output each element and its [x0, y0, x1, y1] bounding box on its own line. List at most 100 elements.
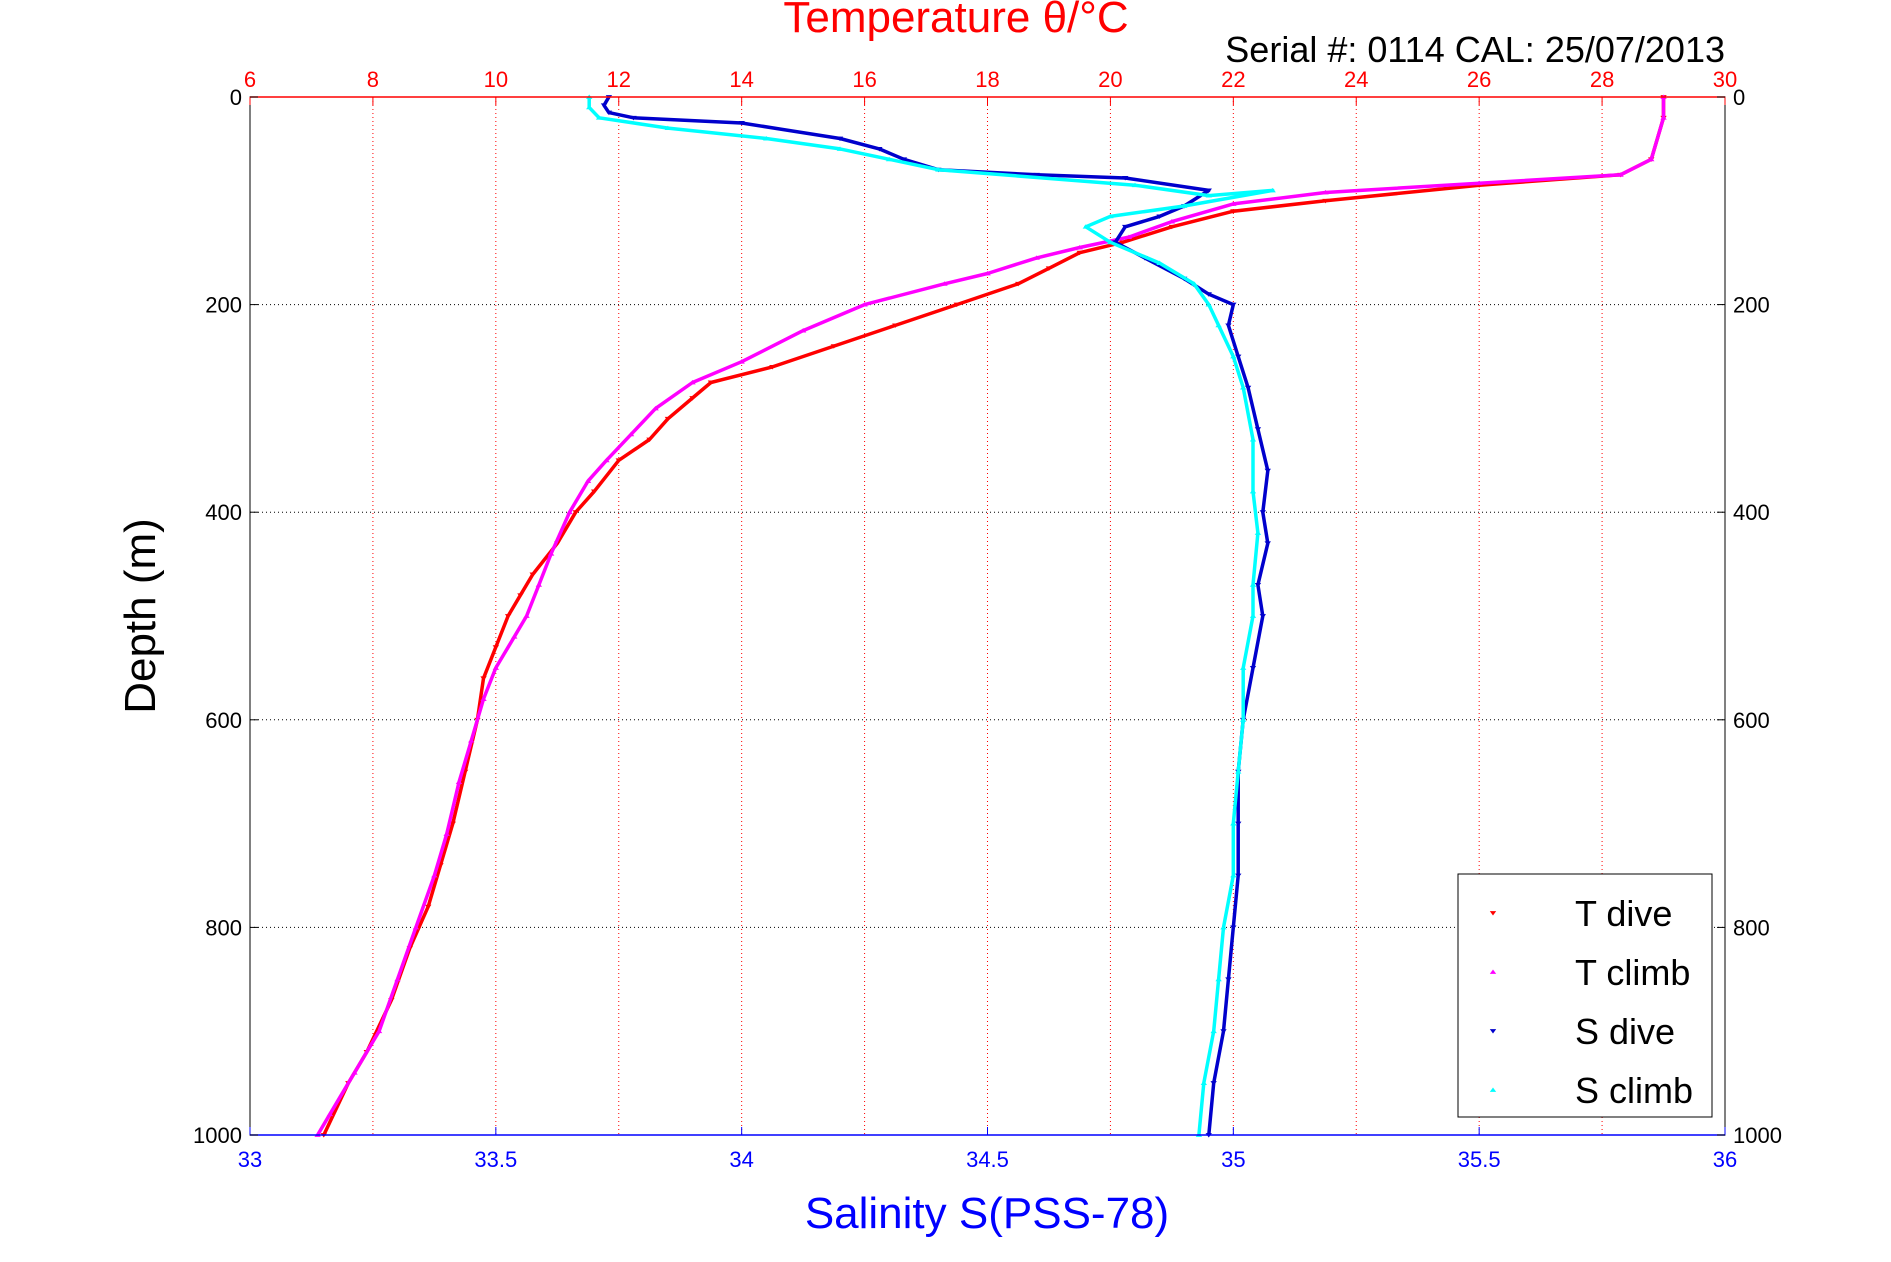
data-point — [1239, 385, 1247, 390]
data-point — [1249, 582, 1257, 587]
salinity-tick-label: 34 — [729, 1147, 753, 1172]
data-point — [627, 431, 635, 437]
data-point — [1015, 281, 1022, 287]
legend-label-s-climb: S climb — [1575, 1070, 1693, 1111]
data-point — [511, 634, 518, 639]
data-point — [351, 1070, 358, 1075]
data-point — [1230, 353, 1237, 359]
data-point — [1215, 322, 1222, 328]
chart-title: Temperature θ/°C — [783, 0, 1128, 42]
data-point — [1230, 872, 1237, 878]
data-point — [1264, 541, 1271, 546]
data-point — [1259, 614, 1267, 619]
data-point — [449, 821, 457, 827]
data-point — [1322, 198, 1329, 204]
data-point — [566, 509, 573, 515]
data-point — [1076, 250, 1083, 256]
data-point — [1205, 292, 1212, 297]
depth-tick-label-right: 400 — [1733, 500, 1770, 525]
data-point — [480, 696, 487, 701]
temperature-tick-label: 18 — [975, 67, 999, 92]
legend-label-s-dive: S dive — [1575, 1011, 1675, 1052]
data-point — [876, 146, 883, 152]
depth-tick-label-left: 200 — [205, 293, 242, 318]
legend: T dive T climb S dive S climb — [1457, 873, 1713, 1118]
data-point — [1230, 302, 1237, 308]
data-point — [1254, 427, 1262, 432]
data-point — [861, 302, 868, 307]
data-point — [586, 104, 593, 110]
legend-marker-t-climb — [1489, 969, 1497, 974]
data-point — [935, 167, 942, 172]
temperature-tick-label: 22 — [1221, 67, 1245, 92]
data-point — [1235, 873, 1242, 879]
data-point — [1210, 1081, 1217, 1086]
data-point — [1254, 530, 1262, 535]
data-point — [1220, 924, 1227, 930]
legend-marker-s-dive — [1489, 1029, 1497, 1034]
data-point — [1121, 176, 1129, 181]
data-point — [1254, 582, 1262, 588]
data-point — [664, 416, 672, 422]
data-point — [600, 103, 608, 108]
data-point — [1660, 115, 1667, 120]
data-point — [941, 281, 948, 286]
series-t-climb — [314, 94, 1667, 1137]
depth-tick-label-left: 600 — [205, 708, 242, 733]
data-point — [615, 458, 622, 463]
data-point — [1244, 385, 1252, 391]
data-point — [1215, 976, 1222, 982]
data-point — [1045, 266, 1053, 271]
depth-tick-label-left: 0 — [230, 85, 242, 110]
data-point — [517, 593, 524, 598]
data-point — [1220, 1029, 1227, 1034]
data-point — [646, 437, 653, 443]
data-point — [1322, 189, 1329, 195]
data-point — [1230, 209, 1237, 214]
data-point — [1249, 488, 1257, 494]
data-point — [689, 396, 696, 401]
temperature-tick-label: 6 — [244, 67, 256, 92]
data-point — [1230, 821, 1237, 826]
data-point — [630, 115, 637, 121]
temperature-tick-label: 14 — [729, 67, 753, 92]
data-point — [885, 156, 893, 162]
legend-entries: T dive T climb S dive S climb — [1489, 893, 1693, 1111]
salinity-tick-label: 34.5 — [966, 1147, 1009, 1172]
data-point — [523, 613, 530, 618]
legend-label-t-climb: T climb — [1575, 952, 1690, 993]
data-point — [425, 904, 432, 910]
salinity-tick-label: 33.5 — [474, 1147, 517, 1172]
data-point — [480, 676, 487, 681]
data-point — [1239, 665, 1247, 670]
data-point — [1033, 255, 1040, 260]
data-point — [1259, 510, 1267, 515]
data-point — [455, 779, 463, 784]
temperature-tick-label: 30 — [1713, 67, 1737, 92]
temperature-tick-label: 8 — [367, 67, 379, 92]
data-point — [584, 478, 592, 483]
depth-tick-label-right: 800 — [1733, 915, 1770, 940]
data-point — [535, 582, 543, 587]
salinity-tick-label: 35.5 — [1458, 1147, 1501, 1172]
data-point — [1235, 769, 1242, 774]
salinity-tick-label: 33 — [238, 1147, 262, 1172]
data-point — [830, 344, 838, 349]
data-point — [1249, 436, 1257, 442]
depth-tick-label-left: 400 — [205, 500, 242, 525]
data-point — [664, 125, 672, 131]
data-point — [1617, 172, 1624, 177]
legend-label-t-dive: T dive — [1575, 893, 1672, 934]
data-point — [1121, 224, 1129, 230]
data-point — [892, 323, 899, 328]
data-point — [1205, 193, 1212, 198]
data-point — [590, 489, 598, 494]
data-point — [572, 510, 579, 515]
data-point — [836, 146, 844, 151]
data-point — [492, 665, 500, 670]
data-point — [1648, 156, 1655, 162]
data-point — [1107, 213, 1114, 219]
data-point — [326, 1111, 334, 1117]
depth-tick-label-left: 800 — [205, 915, 242, 940]
